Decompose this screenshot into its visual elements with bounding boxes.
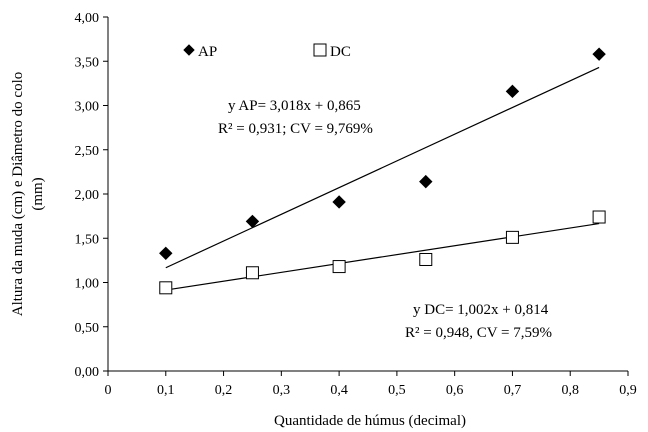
r2-cv-dc: R² = 0,948, CV = 7,59%	[405, 325, 552, 341]
x-tick-label: 0,8	[561, 383, 579, 398]
y-tick-label: 2,00	[75, 188, 100, 203]
x-tick-label: 0,4	[330, 383, 348, 398]
data-point-ap	[159, 246, 173, 261]
data-point-dc	[592, 210, 606, 224]
r2-cv-ap: R² = 0,931; CV = 9,769%	[218, 121, 373, 137]
y-tick-label: 2,50	[75, 144, 100, 159]
x-axis-title: Quantidade de húmus (decimal)	[274, 413, 466, 429]
legend-label-dc: DC	[330, 44, 351, 60]
y-tick-label: 1,00	[75, 277, 100, 292]
y-tick-label: 3,00	[75, 100, 100, 115]
x-tick-label: 0,6	[446, 383, 464, 398]
x-tick-label: 0,7	[504, 383, 522, 398]
data-point-dc	[159, 281, 173, 295]
y-tick-label: 1,50	[75, 232, 100, 247]
x-tick-label: 0,2	[215, 383, 233, 398]
x-tick-label: 0,5	[388, 383, 406, 398]
y-tick-label: 0,50	[75, 321, 100, 336]
y-tick-label: 3,50	[75, 55, 100, 70]
plot-area: 0,00 0,50 1,00 1,50 2,00 2,50 3,00 3,50 4,00 0 0,1…	[10, 11, 637, 429]
data-point-ap	[419, 174, 433, 189]
x-tick-label: 0,3	[273, 383, 291, 398]
data-point-dc	[419, 252, 433, 266]
data-point-ap	[592, 47, 606, 61]
y-tick-label: 4,00	[75, 11, 100, 26]
trendline-ap	[165, 66, 600, 269]
y-tick-label: 0,00	[75, 365, 100, 380]
y-axis-title-line-2: (mm)	[30, 177, 46, 210]
x-tick-label: 0,1	[157, 383, 175, 398]
equation-dc: y DC= 1,002x + 0,814	[413, 302, 549, 318]
x-tick-label: 0	[105, 383, 112, 398]
legend-marker-dc	[313, 43, 327, 57]
data-point-ap	[332, 195, 346, 209]
x-tick-label: 0,9	[619, 383, 637, 398]
legend-marker-ap	[183, 44, 195, 56]
trendline-dc	[165, 222, 600, 291]
data-point-dc	[505, 230, 519, 244]
data-point-ap	[505, 84, 520, 99]
equation-ap: y AP= 3,018x + 0,865	[228, 98, 361, 114]
y-axis-title-line-1: Altura da muda (cm) e Diâmetro do colo	[10, 72, 26, 317]
data-point-dc	[245, 266, 259, 280]
legend-label-ap: AP	[198, 44, 217, 60]
data-point-dc	[332, 260, 346, 274]
data-point-ap	[245, 214, 260, 229]
